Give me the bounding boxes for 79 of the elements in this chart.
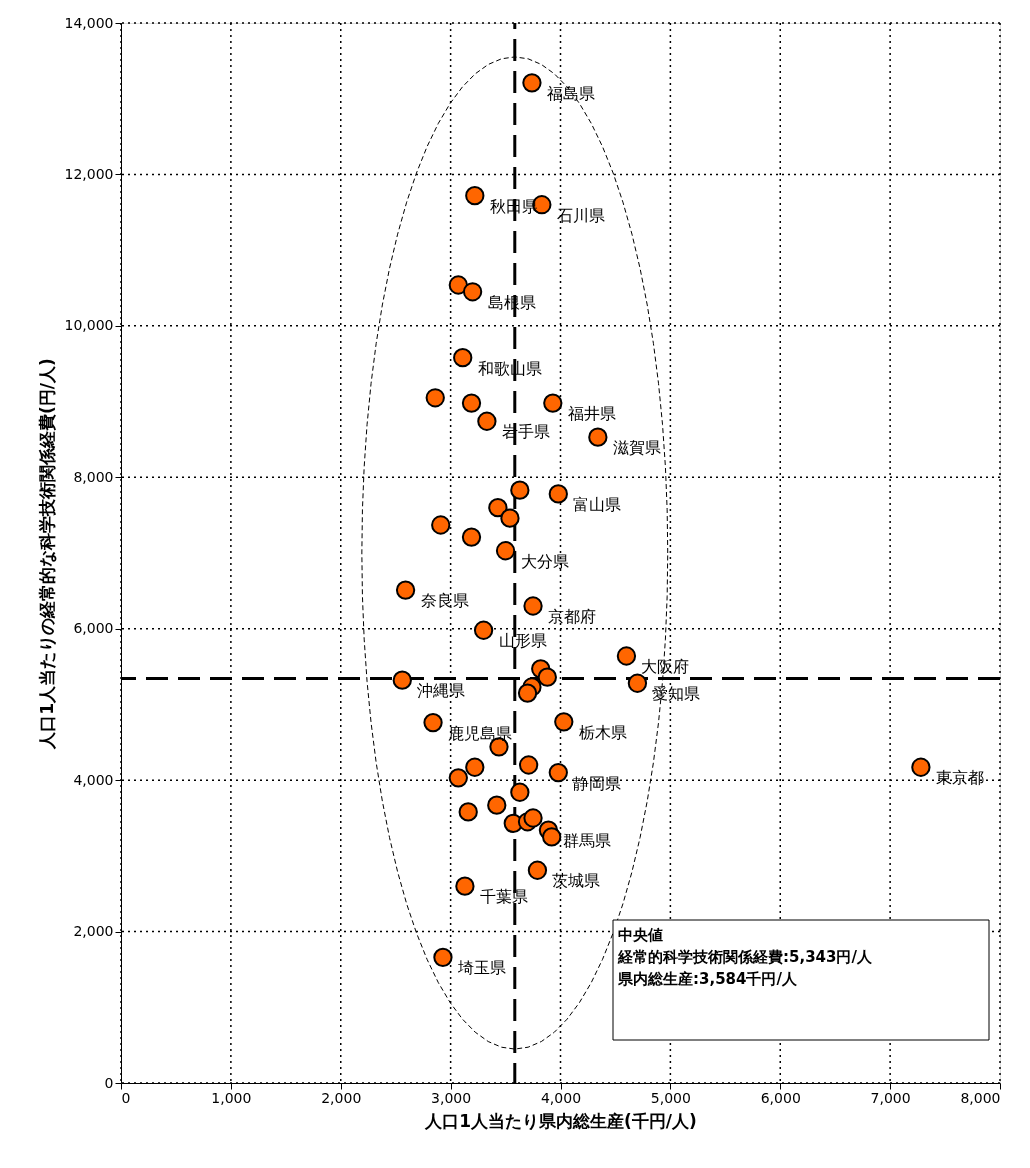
point	[392, 670, 412, 690]
y-axis-title: 人口1人当たりの経常的な科学技術関係経費(円/人)	[36, 358, 57, 750]
annotation: 経常的科学技術関係経費:5,343円/人	[617, 948, 873, 966]
annotation: 富山県	[573, 494, 622, 514]
annotation: 茨城県	[552, 871, 601, 891]
point	[495, 541, 516, 561]
annotation: 滋賀県	[612, 438, 661, 458]
point	[461, 393, 482, 413]
y-tick-label: 8,000	[73, 468, 114, 485]
annotation: 京都府	[548, 607, 597, 626]
x-tick-label: 8,000	[960, 1089, 1001, 1106]
annotation: 東京都	[935, 768, 984, 788]
point	[537, 667, 557, 687]
point	[542, 827, 562, 847]
annotation: 栃木県	[578, 722, 627, 742]
point	[523, 596, 543, 616]
point	[395, 580, 416, 600]
point	[500, 508, 520, 528]
point	[523, 808, 543, 828]
point	[458, 802, 478, 822]
annotation: 中央値	[618, 926, 663, 944]
point	[488, 497, 508, 518]
point	[448, 768, 468, 788]
point	[543, 393, 563, 413]
annotation: 大阪府	[641, 656, 690, 676]
annotation: 愛知県	[652, 684, 701, 704]
point	[627, 673, 648, 693]
x-tick-label: 4,000	[540, 1089, 582, 1106]
x-tick-label: 7,000	[870, 1089, 911, 1106]
point	[425, 388, 445, 408]
point	[588, 427, 608, 447]
annotation: 福島県	[546, 83, 595, 103]
annotation: 福井県	[567, 404, 616, 424]
annotation: 沖縄県	[417, 681, 466, 701]
point	[477, 411, 497, 431]
annotation: 奈良県	[420, 591, 469, 611]
point	[554, 712, 574, 732]
annotation: 鹿児島県	[448, 723, 513, 743]
annotation: 県内総生産:3,584千円/人	[617, 970, 798, 988]
point	[510, 480, 530, 500]
point	[548, 762, 568, 783]
point	[616, 646, 637, 666]
point	[461, 527, 482, 547]
point	[465, 185, 485, 206]
point	[455, 876, 475, 896]
y-tick-label: 6,000	[73, 620, 114, 637]
point	[465, 757, 485, 777]
point	[423, 712, 443, 733]
annotation: 群馬県	[563, 831, 612, 851]
point	[911, 757, 931, 777]
point	[517, 683, 538, 703]
y-tick-label: 4,000	[73, 771, 114, 788]
x-tick-label: 0	[121, 1089, 131, 1106]
x-tick-label: 3,000	[431, 1089, 472, 1106]
x-tick-label: 5,000	[650, 1089, 691, 1106]
y-tick-label: 12,000	[64, 165, 114, 182]
point	[522, 73, 542, 93]
y-tick-label: 14,000	[64, 14, 114, 31]
point	[518, 755, 539, 775]
point	[527, 860, 548, 880]
point	[548, 484, 568, 504]
annotation: 大分県	[520, 551, 569, 571]
x-tick-label: 6,000	[760, 1089, 801, 1106]
x-tick-label: 2,000	[321, 1089, 362, 1106]
y-tick-label: 2,000	[73, 923, 114, 940]
y-tick-label: 0	[104, 1074, 114, 1091]
y-tick-label: 10,000	[64, 317, 114, 334]
x-tick-label: 1,000	[211, 1089, 252, 1106]
annotation: 埼玉県	[456, 958, 506, 978]
point	[431, 515, 451, 535]
point	[487, 795, 507, 815]
annotation: 山形県	[498, 631, 547, 651]
point	[462, 282, 483, 302]
point	[448, 275, 468, 295]
point	[473, 620, 494, 640]
point	[433, 947, 453, 967]
point	[510, 782, 530, 802]
point	[453, 348, 473, 368]
x-axis-title: 人口1人当たり県内総生産(千円/人)	[424, 1110, 697, 1131]
